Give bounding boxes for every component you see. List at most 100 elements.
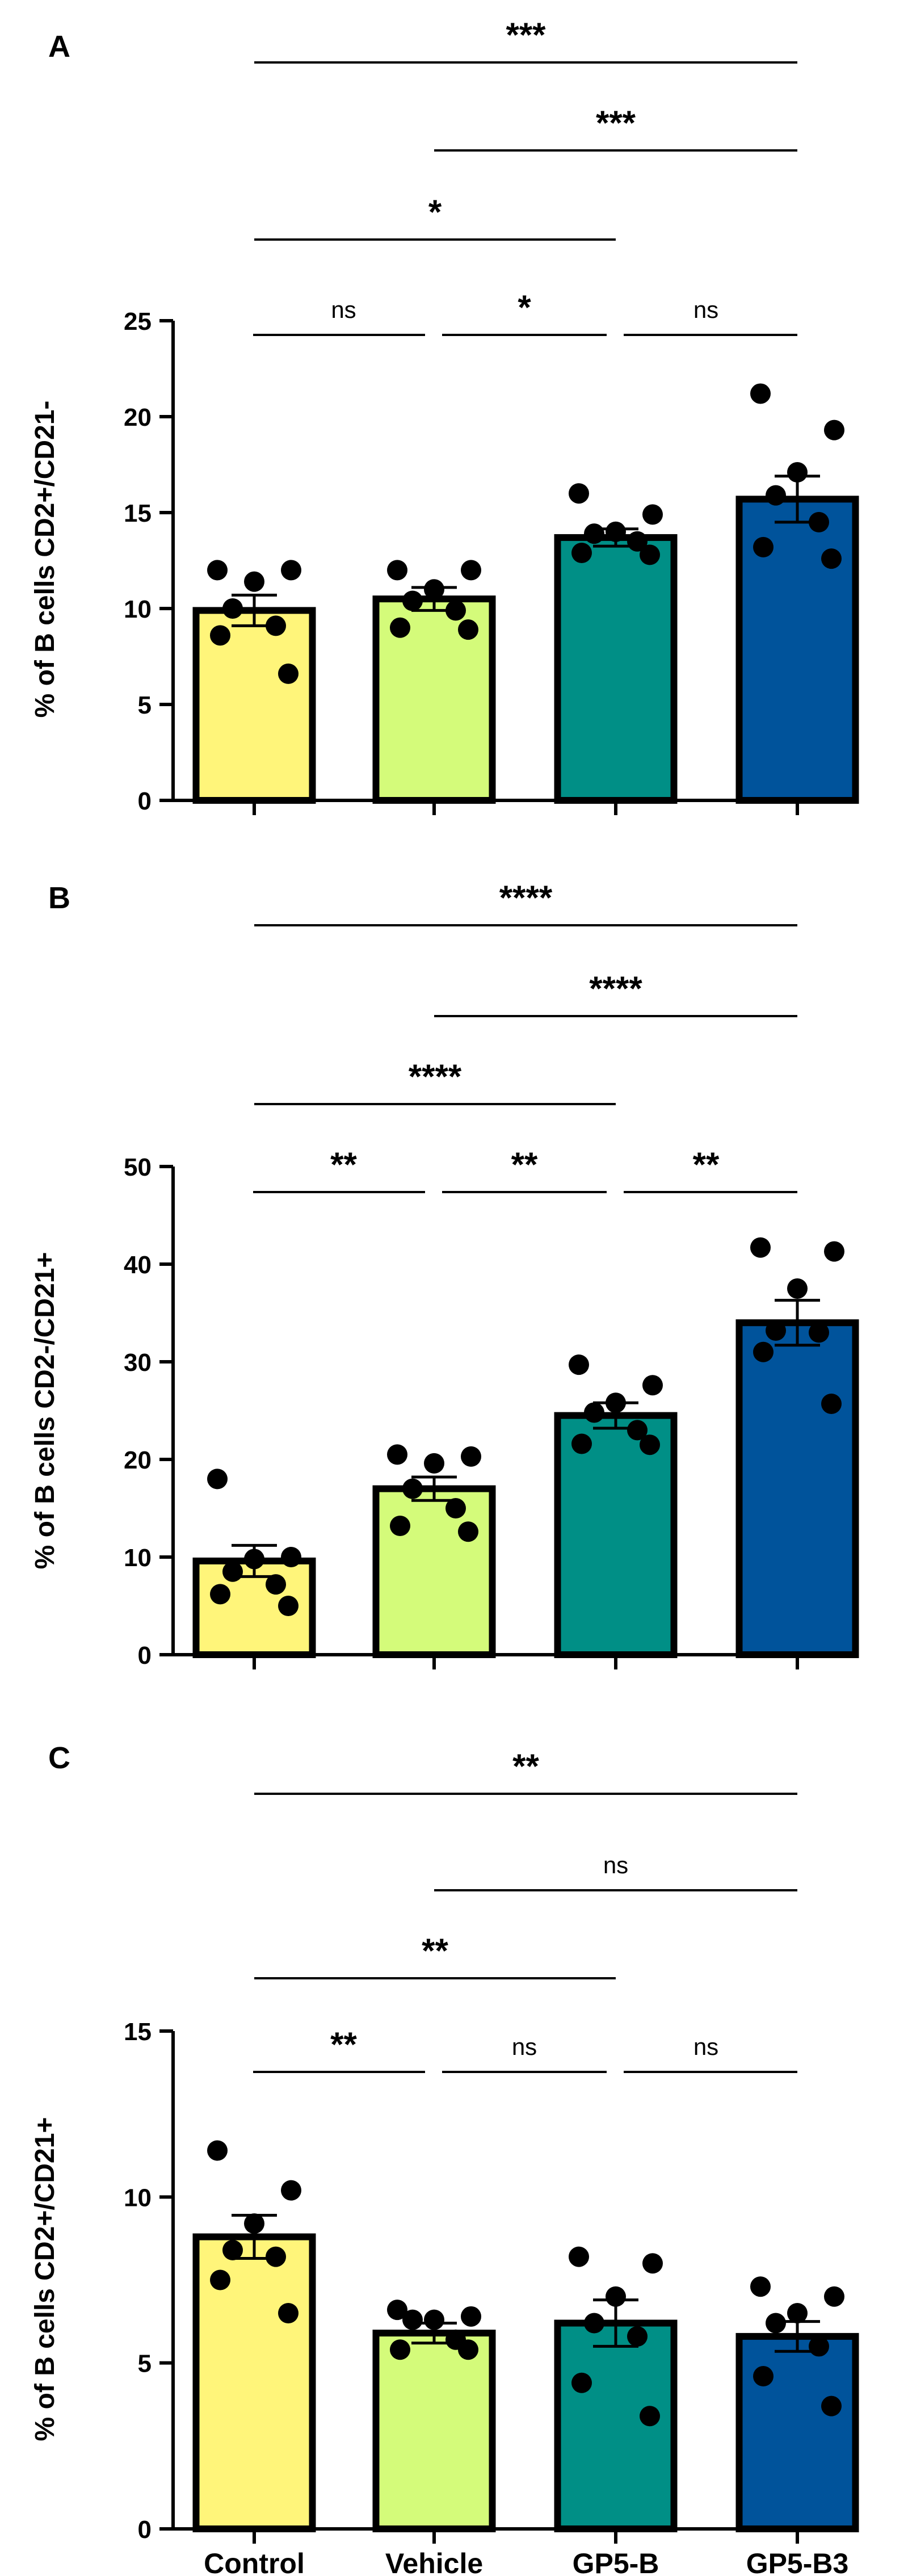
data-point bbox=[787, 1278, 808, 1299]
data-point bbox=[569, 483, 589, 504]
significance-label: ** bbox=[512, 1747, 539, 1785]
panel-label: A bbox=[48, 30, 70, 64]
data-point bbox=[222, 598, 243, 619]
data-point bbox=[402, 1478, 423, 1499]
bar-gp5-b3 bbox=[735, 1319, 859, 1658]
data-point bbox=[458, 2339, 478, 2360]
bar-gp5-b bbox=[554, 534, 678, 804]
data-point bbox=[640, 1434, 660, 1455]
data-point bbox=[569, 2246, 589, 2267]
y-tick-label: 15 bbox=[124, 2018, 152, 2046]
data-point bbox=[402, 2309, 423, 2330]
significance-label: ** bbox=[330, 2025, 357, 2063]
y-tick-label: 10 bbox=[124, 2184, 152, 2212]
significance-label: * bbox=[518, 288, 531, 326]
y-tick-label: 5 bbox=[138, 2350, 152, 2378]
significance-label: ns bbox=[331, 296, 356, 323]
significance-label: *** bbox=[596, 104, 636, 142]
data-point bbox=[244, 1549, 264, 1570]
y-tick-label: 40 bbox=[124, 1251, 152, 1279]
data-point bbox=[424, 2309, 444, 2330]
significance-label: ** bbox=[330, 1146, 357, 1184]
y-tick-label: 5 bbox=[138, 691, 152, 719]
y-axis-label: % of B cells CD2+/CD21+ bbox=[30, 2117, 60, 2441]
data-point bbox=[809, 2336, 829, 2357]
data-point bbox=[787, 462, 808, 483]
data-point bbox=[809, 1322, 829, 1343]
bar-control bbox=[192, 607, 316, 804]
data-point bbox=[222, 1561, 243, 1582]
data-point bbox=[207, 2140, 228, 2161]
significance-label: ns bbox=[693, 2033, 718, 2060]
data-point bbox=[210, 1584, 230, 1605]
data-point bbox=[244, 2213, 264, 2234]
data-point bbox=[640, 544, 660, 565]
data-point bbox=[387, 2300, 407, 2321]
data-point bbox=[753, 1341, 774, 1362]
x-tick-label-gp5-b3: GP5-B3 bbox=[746, 2548, 849, 2576]
chart-panel-a: A% of B cells CD2+/CD21-0510152025******… bbox=[30, 16, 859, 815]
y-tick-label: 0 bbox=[138, 1642, 152, 1669]
chart-panel-c: C % of B cells CD2+/CD21+ 0 5 10 15 ** ns ** ** ns… bbox=[30, 1741, 859, 2544]
data-point bbox=[266, 1574, 286, 1595]
data-point bbox=[766, 485, 786, 506]
x-tick-label-gp5-b: GP5-B bbox=[573, 2548, 659, 2576]
data-point bbox=[210, 2269, 230, 2290]
data-point bbox=[809, 511, 829, 532]
data-point bbox=[750, 2276, 771, 2297]
data-point bbox=[571, 542, 592, 563]
data-point bbox=[766, 2313, 786, 2334]
data-point bbox=[627, 531, 648, 552]
significance-label: **** bbox=[409, 1058, 462, 1096]
data-point bbox=[281, 1547, 301, 1567]
y-tick-label: 50 bbox=[124, 1153, 152, 1181]
data-point bbox=[824, 1241, 844, 1262]
y-tick-label: 20 bbox=[124, 404, 152, 431]
data-point bbox=[461, 2306, 481, 2327]
data-point bbox=[281, 560, 301, 581]
data-point bbox=[266, 615, 286, 636]
data-point bbox=[753, 536, 774, 557]
data-point bbox=[458, 619, 478, 640]
significance-label: ns bbox=[603, 1852, 628, 1878]
significance-label: *** bbox=[506, 16, 546, 54]
data-point bbox=[642, 504, 663, 525]
data-point bbox=[584, 523, 604, 544]
data-point bbox=[424, 579, 444, 600]
data-point bbox=[606, 2286, 626, 2307]
data-point bbox=[821, 2395, 842, 2416]
y-tick-label: 0 bbox=[138, 2516, 152, 2544]
y-tick-label: 30 bbox=[124, 1349, 152, 1377]
data-point bbox=[571, 2372, 592, 2393]
data-point bbox=[642, 2253, 663, 2274]
data-point bbox=[458, 1521, 478, 1542]
data-point bbox=[207, 1469, 228, 1490]
data-point bbox=[640, 2406, 660, 2427]
data-point bbox=[278, 2302, 299, 2323]
x-tick-label-control: Control bbox=[204, 2548, 305, 2576]
data-point bbox=[390, 2339, 410, 2360]
bar-gp5-b bbox=[554, 2319, 678, 2532]
data-point bbox=[584, 2313, 604, 2334]
data-point bbox=[787, 2302, 808, 2323]
data-point bbox=[445, 600, 466, 621]
significance-label: **** bbox=[499, 879, 553, 917]
data-point bbox=[387, 560, 407, 581]
bar-gp5-b3 bbox=[735, 2332, 859, 2533]
data-point bbox=[210, 625, 230, 646]
data-point bbox=[244, 571, 264, 592]
bar-vehicle bbox=[372, 1485, 496, 1659]
y-tick-label: 10 bbox=[124, 1544, 152, 1572]
significance-label: ** bbox=[693, 1146, 720, 1184]
data-point bbox=[571, 1433, 592, 1454]
data-point bbox=[824, 419, 844, 440]
significance-label: * bbox=[428, 193, 442, 231]
data-point bbox=[627, 1420, 648, 1441]
significance-label: ns bbox=[693, 296, 718, 323]
chart-panel-b: B% of B cells CD2-/CD21+01020304050*****… bbox=[30, 879, 859, 1669]
data-point bbox=[461, 560, 481, 581]
x-tick-label-vehicle: Vehicle bbox=[385, 2548, 483, 2576]
panel-label: B bbox=[48, 881, 70, 915]
data-point bbox=[766, 1320, 786, 1341]
data-point bbox=[606, 1392, 626, 1413]
